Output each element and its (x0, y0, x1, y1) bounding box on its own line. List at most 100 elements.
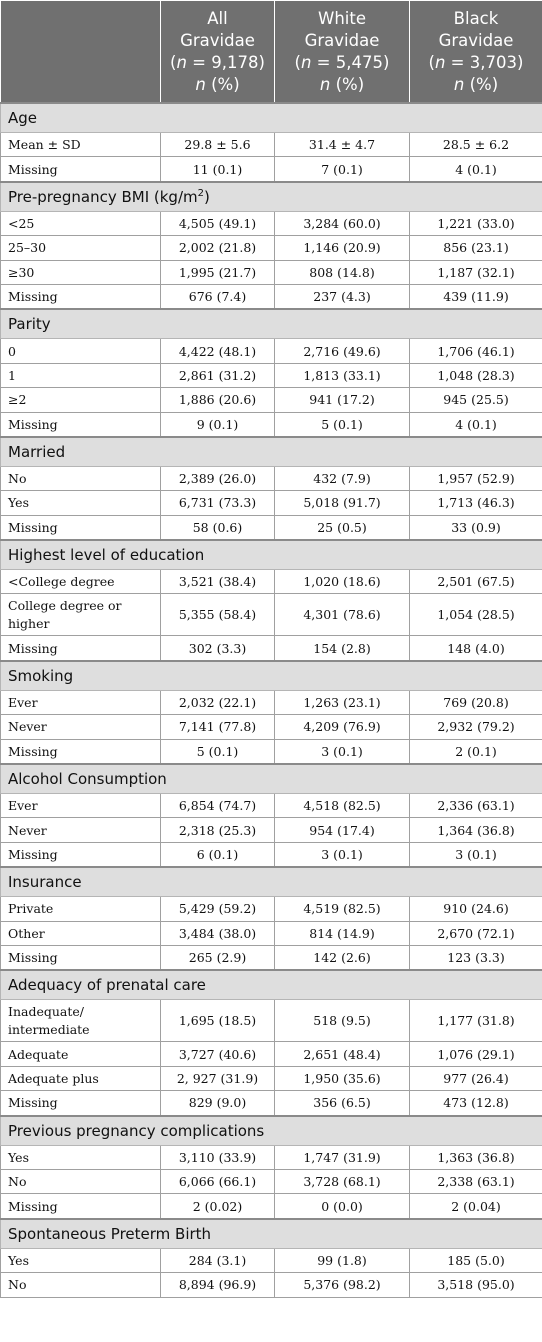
row-label: College degree or higher (0, 593, 161, 637)
cell-black: 1,706 (46.1) (409, 338, 542, 364)
cell-all: 2,032 (22.1) (160, 689, 275, 716)
table-row: Yes 3,110 (33.9) 1,747 (31.9) 1,363 (36.8) (0, 1144, 542, 1170)
cell-all: 2, 927 (31.9) (160, 1065, 275, 1092)
cell-all: 8,894 (96.9) (160, 1272, 275, 1298)
cell-white: 5,018 (91.7) (274, 490, 410, 516)
section-header-row: Age (0, 102, 542, 133)
table-row: No 6,066 (66.1) 3,728 (68.1) 2,338 (63.1) (0, 1168, 542, 1195)
section-title: Alcohol Consumption (0, 763, 542, 795)
table-header: All Gravidae (n = 9,178) n (%) White Gra… (0, 0, 542, 103)
cell-black: 1,713 (46.3) (409, 490, 542, 516)
section-header-row: Insurance (0, 866, 542, 898)
cell-white: 25 (0.5) (274, 514, 410, 541)
cell-white: 99 (1.8) (274, 1247, 410, 1274)
row-label: No (0, 465, 161, 492)
row-label: Private (0, 896, 161, 922)
cell-all: 6,066 (66.1) (160, 1168, 275, 1195)
cell-all: 3,727 (40.6) (160, 1041, 275, 1067)
table-row: Missing 6 (0.1) 3 (0.1) 3 (0.1) (0, 841, 542, 868)
cell-black: 1,364 (36.8) (409, 817, 542, 843)
cell-black: 910 (24.6) (409, 896, 542, 922)
cell-all: 1,886 (20.6) (160, 387, 275, 413)
cell-all: 9 (0.1) (160, 411, 275, 438)
table-row: Yes 284 (3.1) 99 (1.8) 185 (5.0) (0, 1247, 542, 1274)
cell-black: 2 (0.04) (409, 1193, 542, 1220)
cell-all: 2 (0.02) (160, 1193, 275, 1220)
cell-all: 29.8 ± 5.6 (160, 131, 275, 158)
section-header-row: Spontaneous Preterm Birth (0, 1217, 542, 1249)
row-label: Missing (0, 156, 161, 183)
table-row: <College degree 3,521 (38.4) 1,020 (18.6) 2… (0, 569, 542, 595)
table-row: Missing 2 (0.02) 0 (0.0) 2 (0.04) (0, 1193, 542, 1220)
row-label: Yes (0, 1247, 161, 1274)
table-row: <25 4,505 (49.1) 3,284 (60.0) 1,221 (33.0) (0, 210, 542, 237)
cell-white: 3 (0.1) (274, 738, 410, 765)
cell-white: 3,284 (60.0) (274, 210, 410, 237)
cell-black: 1,221 (33.0) (409, 210, 542, 237)
cell-white: 1,020 (18.6) (274, 569, 410, 595)
table-row: No 2,389 (26.0) 432 (7.9) 1,957 (52.9) (0, 465, 542, 492)
cell-all: 265 (2.9) (160, 944, 275, 971)
cell-black: 1,076 (29.1) (409, 1041, 542, 1067)
table-row: Never 2,318 (25.3) 954 (17.4) 1,364 (36.8) (0, 817, 542, 843)
header-all-gravidae: All Gravidae (n = 9,178) n (%) (160, 0, 275, 103)
row-label: <25 (0, 210, 161, 237)
cell-white: 432 (7.9) (274, 465, 410, 492)
section-header-row: Highest level of education (0, 539, 542, 571)
table-row: Yes 6,731 (73.3) 5,018 (91.7) 1,713 (46.3) (0, 490, 542, 516)
cell-black: 439 (11.9) (409, 283, 542, 310)
cell-white: 356 (6.5) (274, 1090, 410, 1117)
table-row: Missing 11 (0.1) 7 (0.1) 4 (0.1) (0, 156, 542, 183)
row-label: Missing (0, 1090, 161, 1117)
table-row: Missing 676 (7.4) 237 (4.3) 439 (11.9) (0, 283, 542, 310)
row-label: Adequate plus (0, 1065, 161, 1092)
cell-black: 1,177 (31.8) (409, 999, 542, 1043)
row-label: Inadequate/ intermediate (0, 999, 161, 1043)
cell-all: 5 (0.1) (160, 738, 275, 765)
cell-white: 1,747 (31.9) (274, 1144, 410, 1170)
cell-all: 2,389 (26.0) (160, 465, 275, 492)
cell-white: 3 (0.1) (274, 841, 410, 868)
table-row: College degree or higher 5,355 (58.4) 4,30… (0, 593, 542, 637)
cell-all: 58 (0.6) (160, 514, 275, 541)
cell-all: 302 (3.3) (160, 635, 275, 662)
cell-all: 4,422 (48.1) (160, 338, 275, 364)
row-label: No (0, 1168, 161, 1195)
table-row: Missing 5 (0.1) 3 (0.1) 2 (0.1) (0, 738, 542, 765)
cell-white: 31.4 ± 4.7 (274, 131, 410, 158)
cell-black: 3 (0.1) (409, 841, 542, 868)
cell-all: 1,995 (21.7) (160, 259, 275, 285)
cell-white: 154 (2.8) (274, 635, 410, 662)
section-title: Spontaneous Preterm Birth (0, 1217, 542, 1249)
row-label: Yes (0, 1144, 161, 1170)
cell-black: 769 (20.8) (409, 689, 542, 716)
cell-white: 1,950 (35.6) (274, 1065, 410, 1092)
row-label: Missing (0, 1193, 161, 1220)
row-label: Other (0, 920, 161, 946)
row-label: Missing (0, 635, 161, 662)
cell-all: 2,318 (25.3) (160, 817, 275, 843)
cell-black: 1,363 (36.8) (409, 1144, 542, 1170)
cell-all: 6,854 (74.7) (160, 793, 275, 819)
cell-black: 148 (4.0) (409, 635, 542, 662)
row-label: Mean ± SD (0, 131, 161, 158)
table-row: Missing 58 (0.6) 25 (0.5) 33 (0.9) (0, 514, 542, 541)
table-row: Adequate plus 2, 927 (31.9) 1,950 (35.6) 97… (0, 1065, 542, 1092)
section-title: Parity (0, 308, 542, 340)
cell-all: 7,141 (77.8) (160, 714, 275, 740)
cell-black: 185 (5.0) (409, 1247, 542, 1274)
cell-black: 977 (26.4) (409, 1065, 542, 1092)
cell-white: 3,728 (68.1) (274, 1168, 410, 1195)
cell-white: 1,263 (23.1) (274, 689, 410, 716)
row-label: Ever (0, 689, 161, 716)
cell-white: 1,813 (33.1) (274, 362, 410, 389)
cell-all: 3,521 (38.4) (160, 569, 275, 595)
section-title: Adequacy of prenatal care (0, 969, 542, 1001)
cell-white: 5 (0.1) (274, 411, 410, 438)
section-title: Married (0, 435, 542, 467)
cell-black: 1,957 (52.9) (409, 465, 542, 492)
section-header-row: Parity (0, 308, 542, 340)
header-black-gravidae: Black Gravidae (n = 3,703) n (%) (409, 0, 542, 103)
cell-black: 4 (0.1) (409, 411, 542, 438)
section-header-row: Married (0, 435, 542, 467)
